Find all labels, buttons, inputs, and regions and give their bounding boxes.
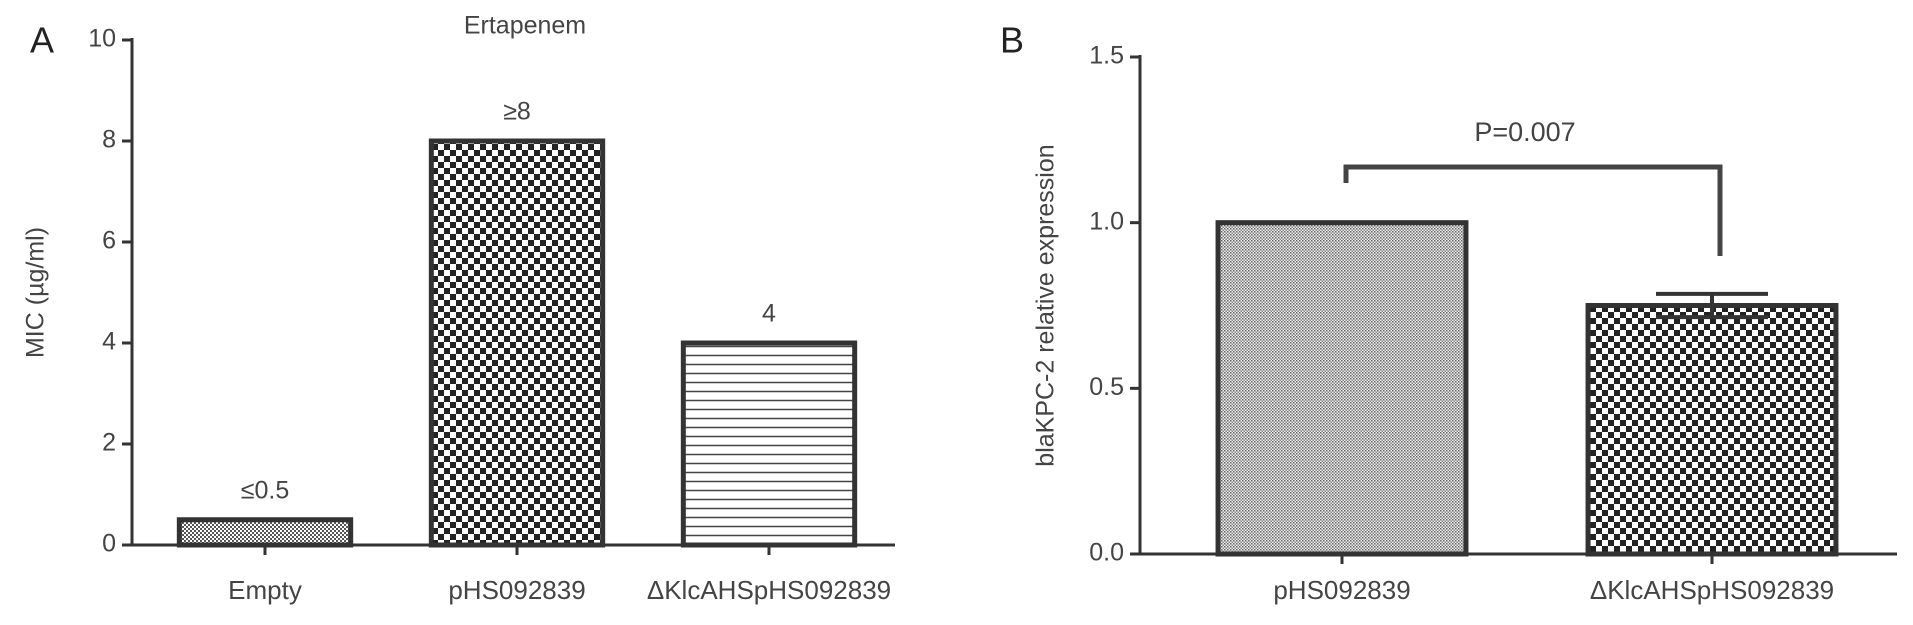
y-tick-label: 1.0 [1089,207,1124,235]
x-tick-label: ΔKlcAHSpHS092839 [1590,575,1834,605]
chart-title: Ertapenem [464,12,586,40]
bar [1585,303,1839,557]
y-tick-label: 0.0 [1089,539,1124,567]
panel-label: B [1000,20,1024,61]
bar [428,138,606,548]
significance-bracket [1343,164,1723,256]
y-axis-label: blaKPC-2 relative expression [1032,144,1060,466]
value-label: ≤0.5 [241,476,289,504]
bar [1215,220,1469,557]
x-tick-label: pHS092839 [1273,575,1410,605]
y-axis-label: MIC (µg/ml) [22,227,50,358]
y-tick-label: 6 [102,227,116,255]
x-tick-label: pHS092839 [448,575,585,605]
y-tick-label: 0.5 [1089,373,1124,401]
bar [680,340,858,548]
bar [176,517,354,548]
panel-label: A [30,20,54,61]
y-tick-label: 1.5 [1089,42,1124,70]
y-tick-label: 2 [102,429,116,457]
y-tick-label: 10 [88,25,116,53]
y-tick-label: 8 [102,126,116,154]
y-tick-label: 4 [102,328,116,356]
value-label: 4 [762,300,776,328]
annotation: P=0.007 [1474,117,1575,147]
y-tick-label: 0 [102,530,116,558]
x-tick-label: ΔKlcAHSpHS092839 [647,575,891,605]
value-label: ≥8 [503,98,531,126]
x-tick-label: Empty [228,575,302,605]
